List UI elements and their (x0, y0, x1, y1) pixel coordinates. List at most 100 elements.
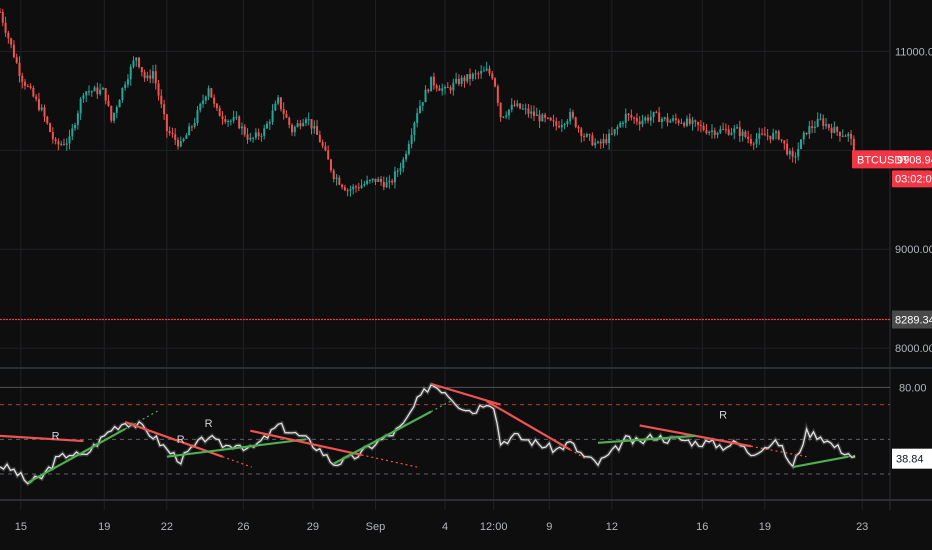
candle-body (238, 116, 241, 129)
candle-body (71, 128, 74, 137)
candle-body (571, 112, 574, 118)
candle-body (641, 120, 644, 125)
candle-body (399, 168, 402, 171)
candle-body (393, 171, 396, 183)
candle-body (744, 131, 747, 137)
candle-body (594, 142, 597, 146)
candle-body (146, 75, 149, 79)
candle-body (674, 118, 677, 121)
candle-body (215, 103, 218, 109)
candle-body (499, 102, 502, 118)
candle-body (260, 135, 263, 137)
candle-body (421, 102, 424, 106)
candle-body (766, 135, 769, 137)
candle-body (396, 170, 399, 172)
candle-body (446, 86, 449, 88)
candle-body (802, 132, 805, 140)
candle-body (619, 123, 622, 127)
candle-body (35, 96, 38, 100)
candle-body (685, 118, 688, 126)
candle-body (444, 86, 446, 89)
candle-body (719, 129, 722, 133)
candle-body (852, 138, 855, 151)
candle-body (318, 134, 321, 143)
candle-body (608, 133, 611, 144)
candle-body (460, 77, 463, 84)
candle-body (204, 96, 207, 101)
oscillator-axis-label: 80.00 (899, 382, 927, 394)
oscillator-value-tag[interactable]: 38.84 (892, 448, 932, 469)
candle-body (624, 113, 627, 123)
bearish-trend-line-extension (222, 456, 252, 468)
candle-body (441, 88, 444, 91)
candle-body (738, 127, 741, 137)
candle-body (107, 100, 110, 106)
candle-body (736, 127, 739, 129)
candle-body (391, 180, 394, 183)
time-axis-label: 4 (442, 521, 448, 533)
time-axis-label: 9 (546, 521, 552, 533)
candle-body (449, 87, 452, 91)
candle-body (602, 139, 605, 144)
candle-body (424, 89, 427, 103)
bullish-trend-line-extension (124, 409, 160, 430)
candle-body (304, 119, 307, 124)
last-price-value: 9908.94 (897, 154, 932, 166)
candle-body (227, 121, 230, 123)
candle-body (482, 70, 485, 72)
hline-price-value: 8289.34 (895, 315, 932, 327)
candle-body (338, 177, 341, 185)
candle-body (680, 122, 683, 124)
candle-body (74, 124, 77, 129)
candle-body (140, 67, 143, 73)
candle-body (62, 143, 65, 145)
candle-body (638, 121, 641, 125)
candle-body (516, 103, 519, 106)
candle-body (788, 151, 791, 155)
candle-body (507, 109, 510, 116)
divergence-marker-r: R (205, 418, 213, 430)
candle-body (374, 178, 377, 182)
candle-body (207, 88, 210, 97)
candle-body (382, 182, 385, 188)
candle-body (418, 105, 421, 114)
candle-body (371, 178, 374, 180)
hline-price-tag[interactable]: 8289.34 (892, 310, 932, 329)
candle-body (471, 73, 474, 79)
candle-body (691, 120, 694, 124)
time-axis-label: 22 (161, 521, 173, 533)
bullish-trend-line (166, 438, 307, 458)
bearish-trend-line-extension (569, 449, 588, 460)
candle-body (560, 124, 563, 128)
candle-body (1, 11, 4, 23)
candle-body (40, 107, 43, 110)
candle-body (585, 134, 588, 137)
last-price-tag-bg (852, 150, 932, 169)
candle-body (752, 143, 755, 145)
candle-body (800, 139, 802, 150)
candle-body (816, 118, 819, 127)
candle-body (599, 141, 602, 144)
candle-body (65, 143, 68, 145)
candle-body (332, 170, 335, 180)
bearish-trend-line-extension (361, 454, 418, 468)
candle-body (274, 103, 277, 111)
candle-body (343, 187, 346, 191)
candle-body (838, 131, 841, 137)
bearish-trend-line (0, 434, 84, 443)
candle-body (179, 141, 182, 147)
candle-body (580, 128, 583, 136)
candle-body (135, 57, 138, 61)
candle-body (524, 108, 527, 110)
candle-body (457, 78, 460, 84)
candle-body (519, 103, 522, 109)
candle-body (747, 136, 750, 140)
candle-body (416, 113, 419, 123)
candle-body (741, 131, 744, 137)
candle-body (663, 117, 666, 119)
candle-body (569, 112, 572, 122)
candle-body (90, 91, 93, 93)
